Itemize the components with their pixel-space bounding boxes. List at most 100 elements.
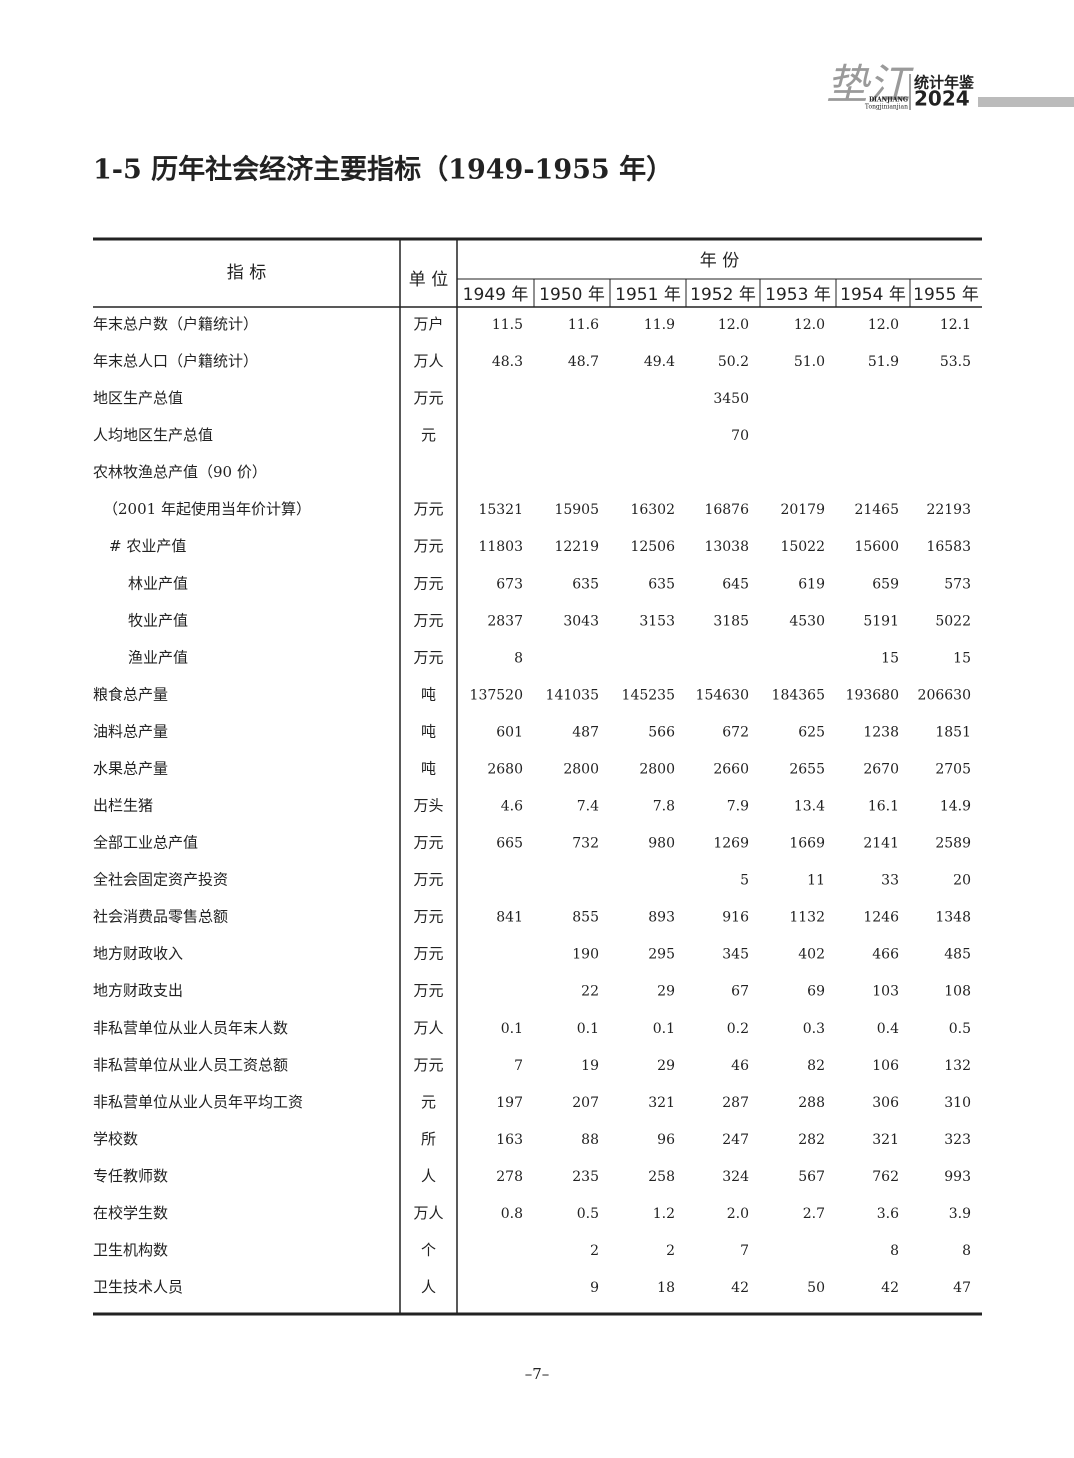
cell-value: 1669	[789, 836, 825, 852]
row-unit: 万户	[413, 315, 443, 333]
cell-value: 206630	[918, 687, 971, 703]
row-label: 全部工业总产值	[93, 834, 198, 852]
row-label: 年末总户数（户籍统计）	[93, 315, 258, 333]
cell-value: 0.2	[727, 1021, 749, 1037]
cell-value: 19	[581, 1058, 599, 1074]
cell-value: 323	[944, 1132, 971, 1148]
cell-value: 12.0	[794, 317, 825, 333]
cell-value: 278	[496, 1169, 523, 1185]
cell-value: 645	[722, 576, 749, 592]
table: 指 标 单 位 年 份 1949 年 1950 年 1951 年 1952 年 1953 年 1…	[93, 237, 982, 1316]
header-year: 1954 年	[840, 285, 906, 305]
page-number: –7–	[525, 1365, 550, 1383]
header-year: 1952 年	[690, 285, 756, 305]
row-unit: 吨	[421, 722, 436, 740]
cell-value: 2655	[789, 761, 825, 777]
cell-value: 7.9	[727, 799, 749, 815]
row-label: 油料总产量	[93, 722, 168, 740]
logo: 垫江	[826, 60, 914, 109]
cell-value: 20	[953, 873, 971, 889]
cell-value: 16.1	[868, 799, 899, 815]
cell-value: 49.4	[644, 354, 675, 370]
cell-value: 485	[944, 947, 971, 963]
cell-value: 22	[581, 984, 599, 1000]
cell-value: 601	[496, 724, 523, 740]
row-unit: 万人	[413, 1019, 443, 1037]
cell-value: 2800	[639, 761, 675, 777]
cell-value: 573	[944, 576, 971, 592]
row-label: 地区生产总值	[93, 389, 183, 407]
cell-value: 13.4	[794, 799, 825, 815]
cell-value: 193680	[846, 687, 899, 703]
row-unit: 万元	[413, 834, 443, 852]
cell-value: 50	[807, 1280, 825, 1296]
cell-value: 13038	[704, 539, 749, 555]
cell-value: 235	[572, 1169, 599, 1185]
row-label: 地方财政收入	[93, 945, 183, 963]
cell-value: 163	[496, 1132, 523, 1148]
cell-value: 12219	[554, 539, 599, 555]
cell-value: 190	[572, 947, 599, 963]
header-year: 1955 年	[913, 285, 979, 305]
cell-value: 659	[872, 576, 899, 592]
cell-value: 295	[648, 947, 675, 963]
cell-value: 82	[807, 1058, 825, 1074]
header-year: 1951 年	[615, 285, 681, 305]
row-unit: 万元	[413, 945, 443, 963]
cell-value: 1.2	[653, 1206, 675, 1222]
row-label: 非私营单位从业人员工资总额	[93, 1056, 288, 1074]
row-unit: 万元	[413, 1056, 443, 1074]
cell-value: 137520	[470, 687, 523, 703]
row-label: 人均地区生产总值	[93, 426, 213, 444]
cell-value: 665	[496, 836, 523, 852]
cell-value: 16876	[704, 502, 749, 518]
cell-value: 916	[722, 910, 749, 926]
header-year: 1953 年	[765, 285, 831, 305]
cell-value: 2.0	[727, 1206, 749, 1222]
cell-value: 324	[722, 1169, 749, 1185]
header-bar	[978, 97, 1074, 107]
cell-value: 0.3	[803, 1021, 825, 1037]
cell-value: 8	[962, 1243, 971, 1259]
row-label: 出栏生猪	[93, 797, 153, 815]
cell-value: 8	[514, 650, 523, 666]
cell-value: 12.0	[718, 317, 749, 333]
cell-value: 7	[740, 1243, 749, 1259]
header-year: 1949 年	[463, 285, 529, 305]
cell-value: 732	[572, 836, 599, 852]
row-label: 非私营单位从业人员年末人数	[93, 1019, 288, 1037]
cell-value: 11803	[478, 539, 523, 555]
row-label: 地方财政支出	[93, 982, 183, 1000]
title: 1-5 历年社会经济主要指标（1949-1955 年）	[93, 154, 673, 186]
cell-value: 2660	[713, 761, 749, 777]
cell-value: 48.7	[568, 354, 599, 370]
header-years: 年 份	[700, 251, 739, 271]
cell-value: 247	[722, 1132, 749, 1148]
cell-value: 108	[944, 984, 971, 1000]
row-label: 社会消费品零售总额	[93, 908, 228, 926]
row-label: 全社会固定资产投资	[93, 871, 228, 889]
row-unit: 吨	[421, 685, 436, 703]
cell-value: 321	[872, 1132, 899, 1148]
cell-value: 0.5	[949, 1021, 971, 1037]
row-unit: 万元	[413, 908, 443, 926]
cell-value: 3185	[713, 613, 749, 629]
cell-value: 258	[648, 1169, 675, 1185]
cell-value: 11.6	[568, 317, 599, 333]
row-unit: 人	[421, 1167, 436, 1185]
row-label: 在校学生数	[93, 1204, 168, 1222]
cell-value: 2800	[563, 761, 599, 777]
row-unit: 所	[421, 1130, 436, 1148]
cell-value: 3153	[639, 613, 675, 629]
cell-value: 0.1	[653, 1021, 675, 1037]
row-unit: 吨	[421, 759, 436, 777]
cell-value: 15321	[478, 502, 523, 518]
cell-value: 2837	[487, 613, 523, 629]
cell-value: 673	[496, 576, 523, 592]
cell-value: 5191	[863, 613, 899, 629]
row-unit: 万头	[413, 797, 443, 815]
cell-value: 0.4	[877, 1021, 899, 1037]
cell-value: 4.6	[501, 799, 523, 815]
cell-value: 53.5	[940, 354, 971, 370]
